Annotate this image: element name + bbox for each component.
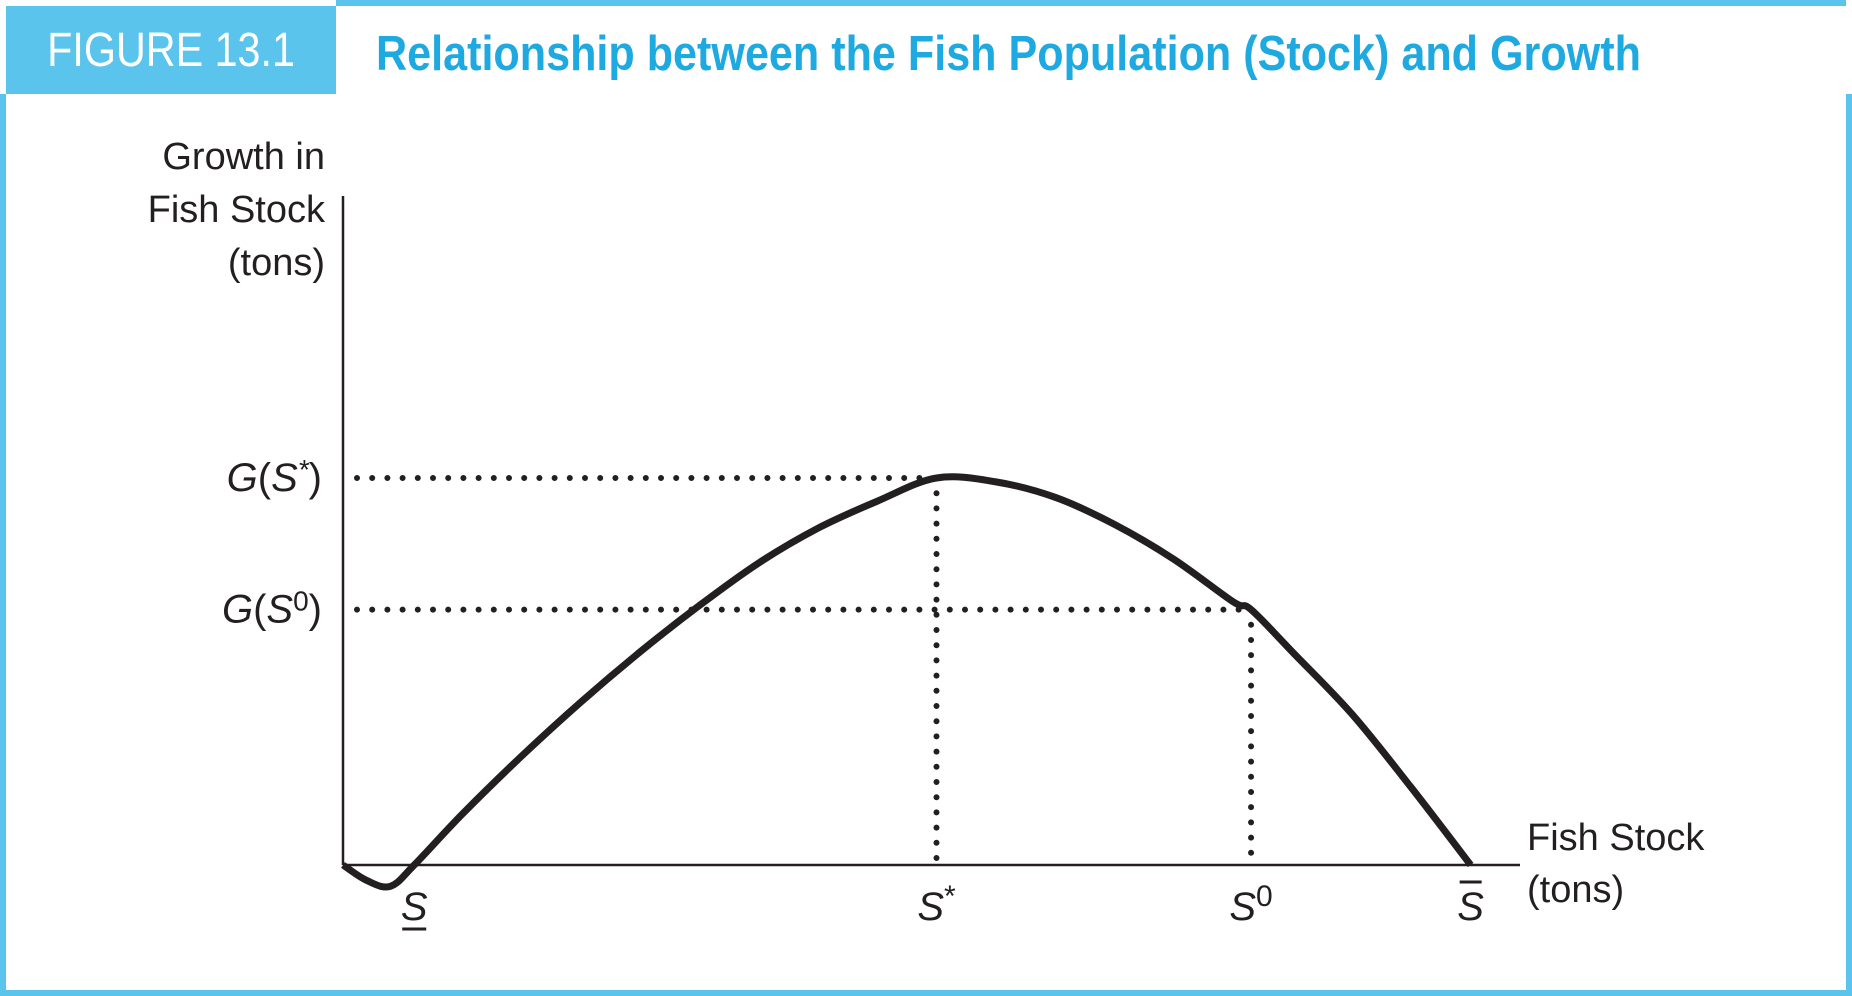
x-axis-label-line-0: Fish Stock (1527, 817, 1705, 859)
figure-number-tab: FIGURE 13.1 (6, 6, 336, 94)
x-tick-label-s_min: S (401, 885, 428, 929)
y-axis-label-line-1: Fish Stock (148, 189, 326, 231)
y-tick-label-g_star: G(S*) (227, 454, 322, 500)
growth-curve-0 (341, 473, 1474, 891)
figure-number: FIGURE 13.1 (47, 23, 295, 77)
x-tick-label-s_star: S* (917, 880, 956, 929)
y-axis-label-line-2: (tons) (228, 242, 325, 284)
y-axis-label-line-0: Growth in (162, 136, 325, 178)
y-tick-label-g_zero: G(S0) (222, 586, 322, 632)
x-tick-label-s_max: S (1457, 885, 1484, 929)
x-tick-label-s_zero: S0 (1229, 880, 1272, 929)
header-accent-bar (336, 0, 1846, 6)
figure-title: Relationship between the Fish Population… (376, 27, 1641, 81)
x-axis-label-line-1: (tons) (1527, 869, 1624, 911)
